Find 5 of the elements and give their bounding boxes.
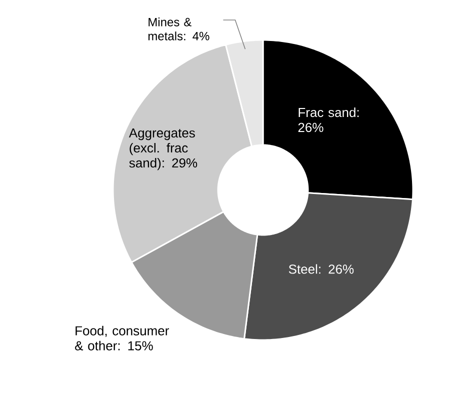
slice-label: Steel: 26% [288,264,354,274]
slice-label: Mines & metals: 4% [148,18,210,40]
slice-label: Frac sand: 26% [298,108,359,132]
slice-label: Food, consumer & other: 15% [75,326,169,350]
slice-label: Aggregates (excl. frac sand): 29% [128,128,198,170]
